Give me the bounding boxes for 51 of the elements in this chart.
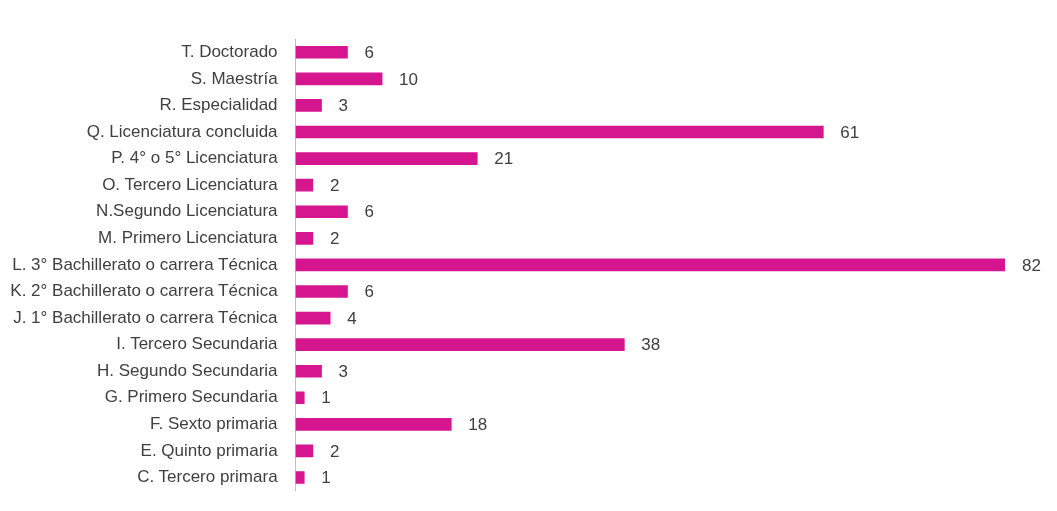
bar [295, 231, 314, 245]
bar [295, 471, 305, 484]
data-label: 3 [338, 96, 349, 116]
data-label: 18 [468, 415, 488, 435]
bar [295, 205, 348, 219]
y-tick-label: K. 2° Bachillerato o carrera Técnica [10, 281, 279, 301]
data-label: 2 [329, 229, 340, 249]
data-label: 6 [364, 202, 374, 222]
bar [295, 45, 348, 59]
y-tick-label: O. Tercero Licenciatura [102, 174, 279, 194]
data-label: 6 [364, 42, 374, 62]
y-tick-label: J. 1° Bachillerato o carrera Técnica [13, 307, 279, 327]
data-label: 82 [1022, 255, 1041, 275]
y-tick-label: M. Primero Licenciatura [98, 228, 279, 248]
data-label: 38 [641, 335, 661, 355]
bar [295, 152, 478, 165]
data-label: 61 [840, 122, 860, 142]
data-label: 1 [321, 468, 331, 488]
y-tick-label: E. Quinto primaria [140, 440, 279, 460]
y-tick-label: I. Tercero Secundaria [116, 334, 279, 354]
y-tick-label: C. Tercero primara [137, 467, 279, 487]
bar [295, 178, 314, 192]
data-label: 21 [494, 149, 514, 169]
bar [295, 258, 1005, 272]
y-tick-label: F. Sexto primaria [150, 414, 279, 434]
bar [295, 338, 625, 351]
bar [295, 444, 314, 458]
data-label: 3 [338, 361, 349, 381]
data-label: 2 [329, 175, 340, 195]
y-tick-label: G. Primero Secundaria [104, 387, 279, 407]
y-tick-label: L. 3° Bachillerato o carrera Técnica [12, 254, 279, 274]
bar [295, 418, 452, 431]
bar [295, 125, 824, 139]
data-label: 4 [347, 308, 357, 328]
y-tick-label: S. Maestría [190, 68, 279, 88]
data-label: 6 [364, 282, 374, 302]
data-label: 10 [399, 69, 419, 89]
bar [295, 311, 331, 325]
data-label: 2 [329, 441, 340, 461]
y-tick-label: T. Doctorado [181, 41, 278, 61]
y-tick-label: Q. Licenciatura concluida [86, 121, 279, 141]
y-tick-label: H. Segundo Secundaria [97, 360, 279, 380]
bar [295, 364, 322, 378]
bar [295, 72, 383, 86]
bar [295, 391, 305, 405]
bar [295, 99, 322, 112]
y-tick-label: P. 4° o 5° Licenciatura [111, 148, 279, 168]
y-tick-label: R. Especialidad [159, 95, 278, 115]
y-tick-label: N.Segundo Licenciatura [96, 201, 279, 221]
data-label: 1 [321, 388, 331, 408]
bar [295, 285, 348, 298]
